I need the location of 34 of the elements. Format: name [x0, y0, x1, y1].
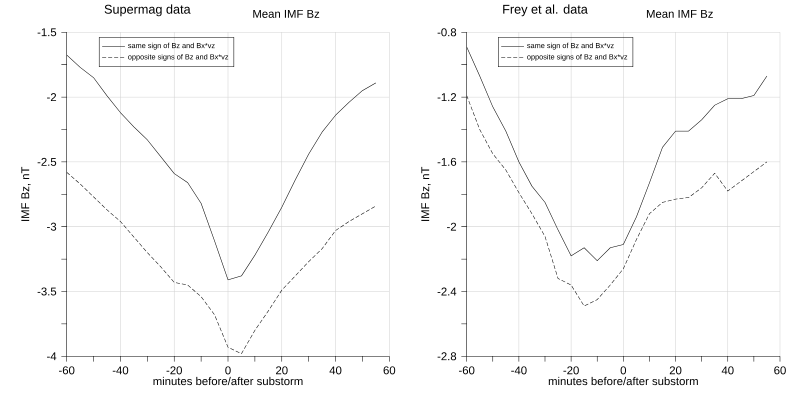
x-tick-label: 40 [722, 366, 734, 374]
x-tick-label: 20 [276, 366, 288, 374]
chart-subtitle: Mean IMF Bz [646, 10, 713, 18]
x-tick-label: -60 [58, 366, 74, 374]
x-axis-title: minutes before/after substorm [548, 376, 698, 386]
y-tick-label: -4 [47, 352, 56, 360]
chart-title: Frey et al. data [503, 4, 588, 16]
chart-title: Supermag data [104, 4, 191, 16]
y-tick-label: -1.6 [438, 158, 456, 166]
y-tick-label: -1.2 [438, 93, 456, 101]
y-tick-label: -3 [47, 222, 56, 231]
y-tick-label: -2.5 [38, 158, 56, 166]
y-tick-label: -3.5 [38, 287, 56, 296]
x-tick-label: 60 [384, 366, 396, 374]
x-tick-label: -60 [458, 366, 474, 374]
y-tick-label: -2 [447, 222, 456, 231]
y-axis-title: IMF Bz, nT [21, 166, 31, 221]
x-axis-title: minutes before/after substorm [153, 376, 303, 386]
y-tick-label: -0.8 [438, 28, 456, 36]
x-tick-label: 0 [620, 366, 626, 374]
x-tick-label: 60 [774, 366, 786, 374]
x-tick-label: 20 [670, 366, 682, 374]
x-tick-label: 40 [330, 366, 342, 374]
chart-subtitle: Mean IMF Bz [253, 10, 320, 18]
y-tick-label: -1.5 [38, 28, 56, 36]
x-tick-label: -40 [112, 366, 128, 374]
y-tick-label: -2.8 [438, 352, 456, 360]
y-axis-title: IMF Bz, nT [421, 166, 431, 221]
x-tick-label: 0 [225, 366, 231, 374]
y-tick-label: -2 [47, 93, 56, 101]
y-tick-label: -2.4 [438, 287, 456, 296]
x-tick-label: -20 [166, 366, 182, 374]
x-tick-label: -20 [563, 366, 579, 374]
x-tick-label: -40 [511, 366, 527, 374]
